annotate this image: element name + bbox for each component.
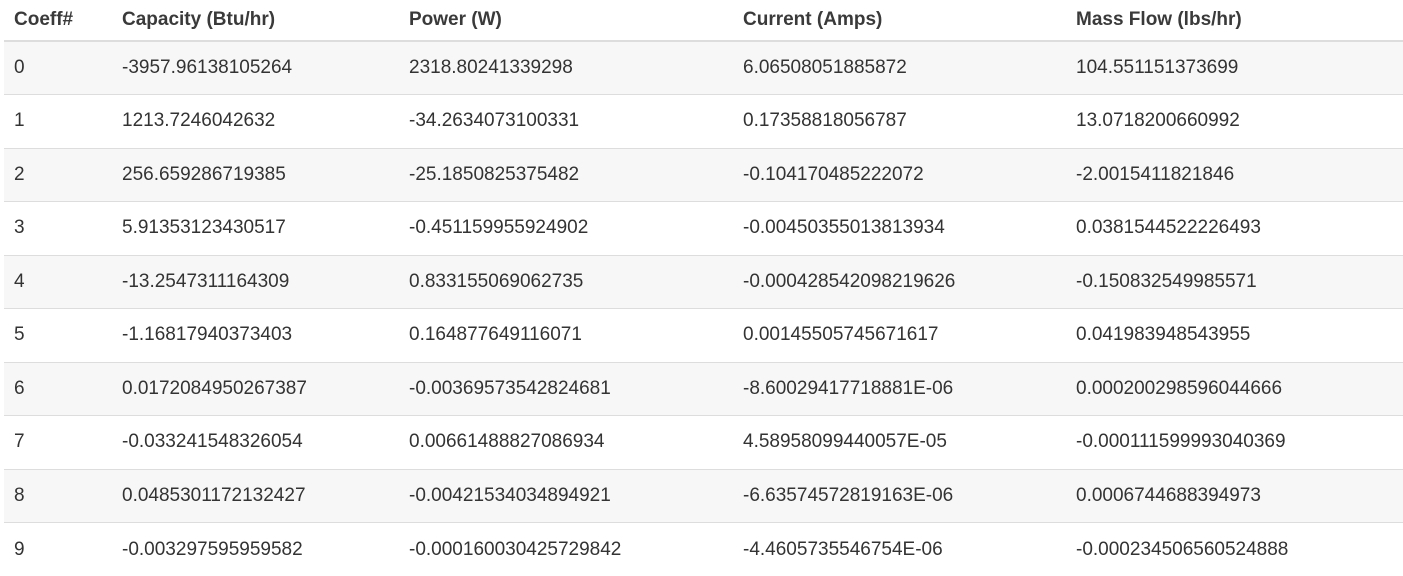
cell-coeff: 2 [4, 148, 112, 202]
cell-current: -0.000428542098219626 [733, 255, 1066, 309]
column-header-capacity: Capacity (Btu/hr) [112, 0, 399, 41]
cell-mass-flow: 0.0381544522226493 [1066, 202, 1403, 256]
cell-current: 6.06508051885872 [733, 41, 1066, 95]
cell-mass-flow: -0.000111599993040369 [1066, 416, 1403, 470]
table-row: 2 256.659286719385 -25.1850825375482 -0.… [4, 148, 1403, 202]
cell-mass-flow: 104.551151373699 [1066, 41, 1403, 95]
cell-power: 0.833155069062735 [399, 255, 733, 309]
table-header-row: Coeff# Capacity (Btu/hr) Power (W) Curre… [4, 0, 1403, 41]
cell-current: 0.00145505745671617 [733, 309, 1066, 363]
table-row: 5 -1.16817940373403 0.164877649116071 0.… [4, 309, 1403, 363]
cell-coeff: 4 [4, 255, 112, 309]
cell-coeff: 5 [4, 309, 112, 363]
cell-current: -6.63574572819163E-06 [733, 469, 1066, 523]
cell-current: -4.4605735546754E-06 [733, 523, 1066, 576]
cell-mass-flow: -0.000234506560524888 [1066, 523, 1403, 576]
cell-capacity: 0.0172084950267387 [112, 362, 399, 416]
cell-power: -0.451159955924902 [399, 202, 733, 256]
cell-mass-flow: -2.0015411821846 [1066, 148, 1403, 202]
cell-current: 0.17358818056787 [733, 95, 1066, 149]
cell-capacity: 5.91353123430517 [112, 202, 399, 256]
cell-coeff: 1 [4, 95, 112, 149]
cell-power: -0.00369573542824681 [399, 362, 733, 416]
table-row: 4 -13.2547311164309 0.833155069062735 -0… [4, 255, 1403, 309]
cell-coeff: 6 [4, 362, 112, 416]
cell-capacity: -3957.96138105264 [112, 41, 399, 95]
cell-current: -0.104170485222072 [733, 148, 1066, 202]
cell-coeff: 8 [4, 469, 112, 523]
cell-current: -0.00450355013813934 [733, 202, 1066, 256]
cell-power: 2318.80241339298 [399, 41, 733, 95]
cell-mass-flow: 0.000200298596044666 [1066, 362, 1403, 416]
column-header-coeff: Coeff# [4, 0, 112, 41]
table-row: 3 5.91353123430517 -0.451159955924902 -0… [4, 202, 1403, 256]
cell-mass-flow: 0.041983948543955 [1066, 309, 1403, 363]
cell-capacity: -0.033241548326054 [112, 416, 399, 470]
cell-power: -0.00421534034894921 [399, 469, 733, 523]
cell-capacity: -0.003297595959582 [112, 523, 399, 576]
table-row: 8 0.0485301172132427 -0.0042153403489492… [4, 469, 1403, 523]
cell-mass-flow: 0.0006744688394973 [1066, 469, 1403, 523]
cell-current: 4.58958099440057E-05 [733, 416, 1066, 470]
cell-coeff: 3 [4, 202, 112, 256]
cell-coeff: 9 [4, 523, 112, 576]
column-header-current: Current (Amps) [733, 0, 1066, 41]
table-row: 1 1213.7246042632 -34.2634073100331 0.17… [4, 95, 1403, 149]
column-header-mass-flow: Mass Flow (lbs/hr) [1066, 0, 1403, 41]
cell-capacity: 1213.7246042632 [112, 95, 399, 149]
table-row: 7 -0.033241548326054 0.00661488827086934… [4, 416, 1403, 470]
cell-capacity: 0.0485301172132427 [112, 469, 399, 523]
coefficients-table: Coeff# Capacity (Btu/hr) Power (W) Curre… [4, 0, 1403, 576]
table-body: 0 -3957.96138105264 2318.80241339298 6.0… [4, 41, 1403, 576]
cell-coeff: 7 [4, 416, 112, 470]
cell-current: -8.60029417718881E-06 [733, 362, 1066, 416]
cell-capacity: 256.659286719385 [112, 148, 399, 202]
cell-coeff: 0 [4, 41, 112, 95]
cell-power: -34.2634073100331 [399, 95, 733, 149]
cell-mass-flow: 13.0718200660992 [1066, 95, 1403, 149]
table-row: 0 -3957.96138105264 2318.80241339298 6.0… [4, 41, 1403, 95]
cell-power: -25.1850825375482 [399, 148, 733, 202]
cell-power: -0.000160030425729842 [399, 523, 733, 576]
table-row: 9 -0.003297595959582 -0.0001600304257298… [4, 523, 1403, 576]
table-row: 6 0.0172084950267387 -0.0036957354282468… [4, 362, 1403, 416]
cell-mass-flow: -0.150832549985571 [1066, 255, 1403, 309]
cell-capacity: -13.2547311164309 [112, 255, 399, 309]
cell-power: 0.00661488827086934 [399, 416, 733, 470]
cell-capacity: -1.16817940373403 [112, 309, 399, 363]
column-header-power: Power (W) [399, 0, 733, 41]
cell-power: 0.164877649116071 [399, 309, 733, 363]
